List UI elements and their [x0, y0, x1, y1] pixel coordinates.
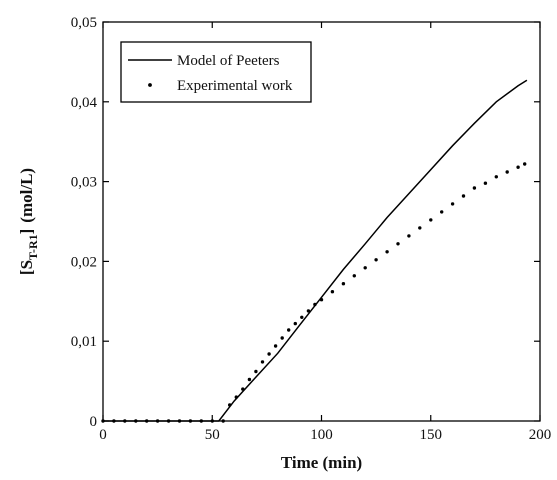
data-point-experimental [440, 210, 444, 214]
y-axis-title-subscript: T-R1 [26, 234, 40, 260]
y-tick-label: 0,04 [71, 95, 98, 111]
data-point-experimental [260, 360, 265, 364]
y-tick-label: 0 [90, 414, 98, 430]
data-point-experimental [306, 309, 311, 313]
x-tick-label: 50 [205, 427, 220, 443]
x-tick-label: 100 [310, 427, 333, 443]
data-point-experimental [234, 395, 238, 399]
data-point-experimental [241, 387, 245, 391]
legend-swatch-experimental [148, 83, 152, 87]
data-point-experimental [396, 242, 400, 246]
x-axis-title: Time (min) [281, 453, 362, 472]
data-point-experimental [228, 403, 232, 407]
legend-box [120, 41, 312, 103]
data-point-experimental [247, 377, 252, 382]
data-point-experimental [461, 194, 466, 198]
series-line-model [103, 79, 528, 422]
data-point-experimental [293, 321, 297, 326]
data-point-experimental [374, 258, 378, 262]
data-point-experimental [363, 266, 367, 270]
legend-label-experimental: Experimental work [177, 78, 293, 94]
data-point-experimental [330, 290, 335, 294]
data-point-experimental [300, 315, 304, 319]
data-point-experimental [273, 344, 278, 348]
data-point-experimental [494, 175, 498, 179]
y-tick-label: 0,02 [71, 254, 97, 270]
x-tick-label: 150 [420, 427, 443, 443]
data-point-experimental [254, 369, 258, 374]
data-point-experimental [319, 298, 324, 302]
legend: Model of Peeters Experimental work [120, 41, 312, 103]
data-point-experimental [287, 328, 291, 332]
data-point-experimental [472, 186, 477, 190]
data-point-experimental [418, 226, 422, 230]
data-point-experimental [505, 170, 509, 174]
data-point-experimental [352, 274, 356, 278]
y-axis-title-unit: (mol/L) [17, 168, 36, 223]
data-point-experimental [280, 336, 284, 340]
y-axis-title: [ST-R1] (mol/L) [17, 168, 40, 275]
data-point-experimental [429, 218, 433, 222]
data-point-experimental [267, 352, 271, 356]
series-layer [101, 79, 528, 423]
data-point-experimental [523, 162, 527, 166]
y-tick-label: 0,01 [71, 334, 97, 350]
data-point-experimental [516, 165, 520, 169]
x-tick-label: 0 [99, 427, 107, 443]
y-tick-label: 0,05 [71, 15, 97, 31]
data-point-experimental [385, 250, 389, 254]
data-point-experimental [483, 181, 488, 185]
data-point-experimental [407, 234, 411, 238]
x-tick-label: 200 [529, 427, 552, 443]
ticks-layer: 0 50 100 150 200 0 0,01 0,02 0,03 0,04 0,05 [71, 15, 552, 443]
y-axis-title-close: ] [17, 229, 36, 235]
data-point-experimental [450, 202, 455, 206]
data-point-experimental [341, 282, 346, 286]
y-tick-label: 0,03 [71, 175, 97, 191]
y-axis-title-main: [S [17, 260, 36, 275]
legend-label-model: Model of Peeters [177, 53, 280, 69]
plot-frame [102, 21, 541, 422]
data-point-experimental [313, 302, 317, 307]
